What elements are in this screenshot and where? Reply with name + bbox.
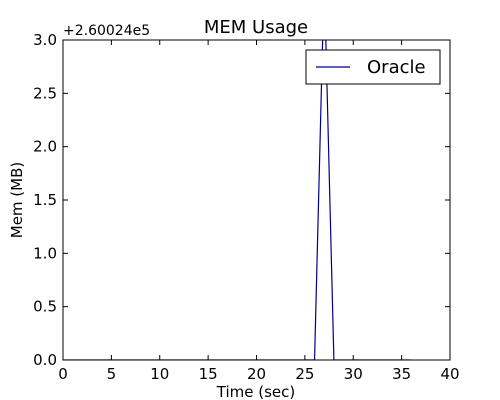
x-axis-ticks: 0 5 10 15 20 25 30 35 40: [58, 40, 460, 383]
x-tick-label: 20: [247, 365, 266, 383]
x-tick-label: 5: [107, 365, 117, 383]
x-tick-label: 30: [344, 365, 363, 383]
y-tick-label: 1.0: [33, 244, 57, 262]
y-tick-label: 1.5: [33, 191, 57, 209]
y-axis-label: Mem (MB): [8, 162, 26, 239]
chart-title: MEM Usage: [204, 17, 308, 38]
x-axis-label: Time (sec): [216, 383, 295, 400]
x-tick-label: 35: [392, 365, 411, 383]
y-tick-label: 0.5: [33, 298, 57, 316]
legend: Oracle: [305, 49, 441, 85]
x-tick-label: 10: [150, 365, 169, 383]
legend-box: [305, 49, 441, 85]
y-tick-label: 3.0: [33, 31, 57, 49]
x-tick-label: 40: [440, 365, 459, 383]
legend-label-oracle: Oracle: [367, 57, 426, 78]
plot-frame: [62, 39, 451, 361]
y-offset-label: +2.60024e5: [63, 23, 150, 39]
y-tick-label: 2.5: [33, 84, 57, 102]
y-tick-label: 0.0: [33, 351, 57, 369]
x-tick-label: 0: [58, 365, 68, 383]
y-axis-ticks: 0.0 0.5 1.0 1.5 2.0 2.5 3.0: [33, 31, 450, 369]
x-tick-label: 15: [199, 365, 218, 383]
x-tick-label: 25: [295, 365, 314, 383]
y-tick-label: 2.0: [33, 138, 57, 156]
